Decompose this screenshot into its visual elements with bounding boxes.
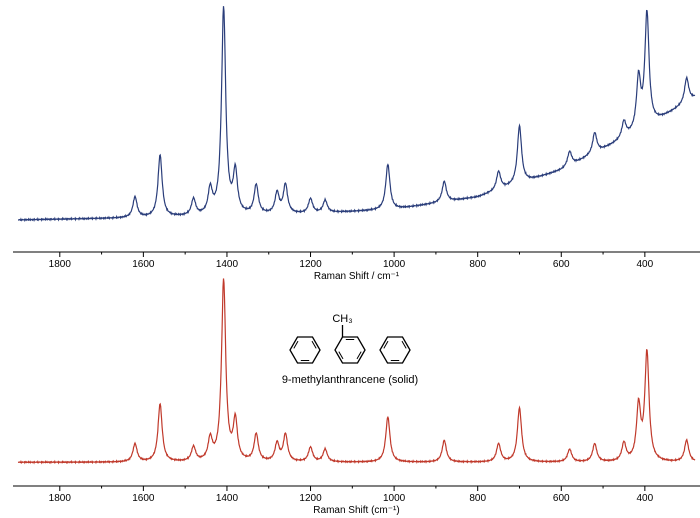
top-spectrum-svg: 18001600140012001000800600400Raman Shift…: [0, 0, 700, 285]
x-tick-label: 1600: [132, 493, 155, 504]
x-tick-label: 800: [469, 259, 486, 270]
top-spectrum-panel: 18001600140012001000800600400Raman Shift…: [0, 0, 700, 285]
x-tick-label: 600: [553, 259, 570, 270]
bottom-spectrum-panel: 1800 1600 1400 1200 1000 800 600 400 Raman Shift…: [0, 270, 700, 518]
x-tick-label: 1800: [49, 259, 72, 270]
inset-caption: 9-methylanthrancene (solid): [282, 374, 418, 386]
x-tick-label: 1000: [383, 493, 406, 504]
x-tick-label: 400: [637, 493, 654, 504]
bottom-spectrum-svg: 1800 1600 1400 1200 1000 800 600 400 Raman Shift…: [0, 270, 700, 518]
x-tick-label: 1200: [299, 493, 322, 504]
molecule-inset: CH₃ 9-methylanthrancene (solid): [282, 313, 418, 386]
x-tick-label: 1600: [132, 259, 155, 270]
inset-ch3-label: CH₃: [332, 313, 352, 325]
x-tick-label: 400: [637, 259, 654, 270]
x-tick-label: 1000: [383, 259, 406, 270]
x-tick-label: 800: [469, 493, 486, 504]
x-tick-label: 1400: [216, 493, 239, 504]
x-tick-label: 1200: [299, 259, 322, 270]
spectrum-trace: [18, 6, 695, 220]
spectrum-trace: [18, 279, 695, 463]
x-tick-label: 600: [553, 493, 570, 504]
x-tick-label: 1400: [216, 259, 239, 270]
x-tick-label: 1800: [49, 493, 72, 504]
x-axis-label: Raman Shift (cm⁻¹): [313, 505, 399, 516]
